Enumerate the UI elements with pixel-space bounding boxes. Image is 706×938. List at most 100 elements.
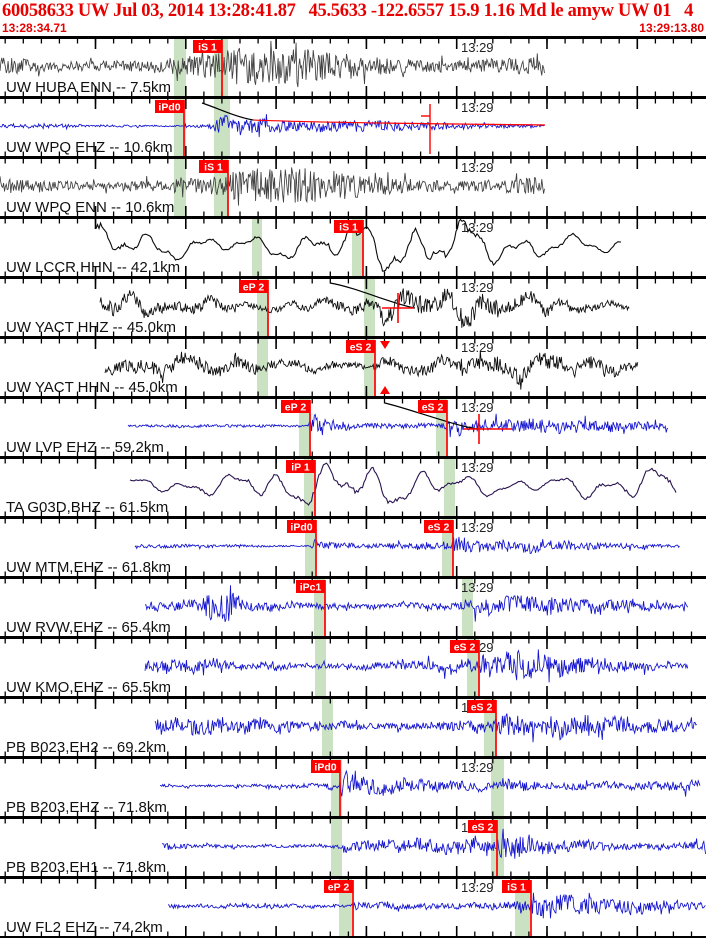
hour-time-label: 13:29 (461, 520, 494, 535)
waveform[interactable] (0, 114, 545, 138)
hour-time-label: 13:29 (461, 400, 494, 415)
waveform[interactable] (134, 536, 680, 554)
bottom-border (0, 936, 706, 938)
pick-flag[interactable]: eS 2 (450, 640, 480, 696)
waveform[interactable] (95, 219, 622, 272)
trace-panel-2[interactable]: 13:29 iPd0 UW WPQ EHZ -- 10.6km (0, 96, 706, 156)
pick-label: eP 2 (328, 882, 350, 894)
waveform[interactable] (154, 713, 698, 743)
window-end-time: 13:29:13.80 (639, 21, 704, 35)
pick-flag[interactable]: iPd0 (311, 760, 341, 816)
arrival-window-band (174, 99, 186, 156)
waveform[interactable] (127, 413, 669, 438)
station-label: UW WPQ ENN -- 10.6km (6, 199, 174, 216)
waveform[interactable] (144, 649, 689, 683)
station-label: PB B023,EH2 -- 69.2km (6, 739, 166, 756)
time-ticks (4, 39, 693, 96)
trace-panel-5[interactable]: 13:29 eP 2 UW YACT HHZ -- 45.0km (0, 276, 706, 336)
station-label: UW WPQ EHZ -- 10.6km (6, 139, 173, 156)
pick-flag[interactable]: iP 1 (286, 460, 316, 516)
station-label: UW YACT HHZ -- 45.0km (6, 319, 176, 336)
station-label: UW RVW,EHZ -- 65.4km (6, 619, 171, 636)
hour-time-label: 13:29 (461, 580, 494, 595)
coda-decay-curve (201, 102, 254, 121)
pick-flag[interactable]: eS 2 (424, 520, 454, 576)
station-label: UW LVP EHZ -- 59.2km (6, 439, 164, 456)
arrival-window-band (305, 519, 316, 576)
waveform[interactable] (99, 288, 630, 328)
pick-flag[interactable]: iPc1 (296, 580, 326, 636)
time-ticks (4, 339, 693, 396)
hour-time-label: 13:29 (461, 160, 494, 175)
coda-fit-line (252, 119, 546, 126)
pick-flag[interactable]: eP 2 (324, 880, 354, 936)
trace-panel-3[interactable]: 13:29 iS 1 UW WPQ ENN -- 10.6km (0, 156, 706, 216)
station-label: UW HUBA ENN -- 7.5km (6, 79, 171, 96)
pick-flag[interactable]: iPd0 (287, 520, 317, 576)
pick-flag[interactable]: iS 1 (199, 160, 229, 216)
arrival-window-band (304, 459, 315, 516)
pick-label: iPd0 (158, 102, 180, 114)
time-ticks (4, 699, 693, 756)
time-ticks (4, 579, 693, 636)
waveform[interactable] (167, 892, 706, 919)
pick-flag[interactable]: iS 1 (334, 220, 364, 276)
station-label: TA G03D,BHZ -- 61.5km (6, 499, 168, 516)
arrival-window-band (462, 579, 473, 636)
waveform[interactable] (161, 828, 706, 859)
pick-flag[interactable]: iS 1 (502, 880, 532, 936)
trace-panel-7[interactable]: 13:29 eP 2 eS 2 UW LVP EHZ -- 59.2km (0, 396, 706, 456)
pick-label: iPc1 (300, 582, 322, 594)
hour-time-label: 13:29 (461, 880, 494, 895)
trace-panel-15[interactable]: 13:29 eP 2 iS 1 UW FL2 EHZ -- 74.2km (0, 876, 706, 936)
arrival-window-band (314, 579, 325, 636)
arrival-window-band (364, 279, 375, 336)
trace-panel-8[interactable]: 13:29 iP 1 TA G03D,BHZ -- 61.5km (0, 456, 706, 516)
waveform[interactable] (129, 462, 677, 506)
pick-label: eS 2 (472, 822, 494, 834)
waveform[interactable] (160, 769, 701, 797)
hour-time-label: 13:29 (461, 340, 494, 355)
trace-panel-13[interactable]: 13:29 iPd0 PB B203,EHZ -- 71.8km (0, 756, 706, 816)
pick-label: eS 2 (428, 522, 450, 534)
pick-flag[interactable]: eS 2 (418, 400, 448, 456)
hour-time-label: 13:29 (461, 40, 494, 55)
trace-panel-4[interactable]: 13:29 iS 1 UW LCCR HHN -- 42.1km (0, 216, 706, 276)
trace-panel-1[interactable]: 13:29 iS 1 UW HUBA ENN -- 7.5km (0, 36, 706, 96)
pick-label: eP 2 (285, 402, 307, 414)
waveform[interactable] (0, 167, 545, 206)
pick-label: iS 1 (204, 162, 223, 174)
time-ticks (4, 819, 693, 876)
hour-time-label: 13:29 (461, 460, 494, 475)
station-label: PB B203,EH1 -- 71.8km (6, 859, 166, 876)
pick-flag[interactable]: eS 2 (467, 700, 497, 756)
waveform[interactable] (144, 585, 689, 622)
trace-panel-10[interactable]: 13:29 iPc1 UW RVW,EHZ -- 65.4km (0, 576, 706, 636)
hour-time-label: 13:29 (461, 100, 494, 115)
waveform[interactable] (0, 40, 545, 88)
pick-flag[interactable]: iPd0 (155, 100, 185, 156)
pick-flag[interactable]: eP 2 (281, 400, 311, 456)
waveform[interactable] (104, 350, 639, 390)
pick-flag[interactable]: eS 2 (346, 340, 376, 396)
pick-flag[interactable]: eP 2 (239, 280, 269, 336)
pick-label: iPd0 (290, 522, 312, 534)
pick-label: iP 1 (291, 462, 310, 474)
trace-panel-6[interactable]: 13:29 eS 2 UW YACT HHN -- 45.0km (0, 336, 706, 396)
hour-time-label: 13:29 (461, 280, 494, 295)
time-ticks (4, 879, 693, 936)
pick-label: iS 1 (339, 222, 358, 234)
pick-flag[interactable]: eS 2 (468, 820, 498, 876)
pick-flag[interactable]: iS 1 (193, 40, 223, 96)
time-ticks (4, 459, 693, 516)
hour-time-label: 13:29 (461, 760, 494, 775)
arrival-window-band (444, 459, 455, 516)
arrival-window-band (174, 39, 186, 96)
trace-panel-9[interactable]: 13:29 iPd0 eS 2 UW MTM,EHZ -- 61.8km (0, 516, 706, 576)
station-label: UW KMO,EHZ -- 65.5km (6, 679, 171, 696)
arrival-window-band (442, 519, 453, 576)
